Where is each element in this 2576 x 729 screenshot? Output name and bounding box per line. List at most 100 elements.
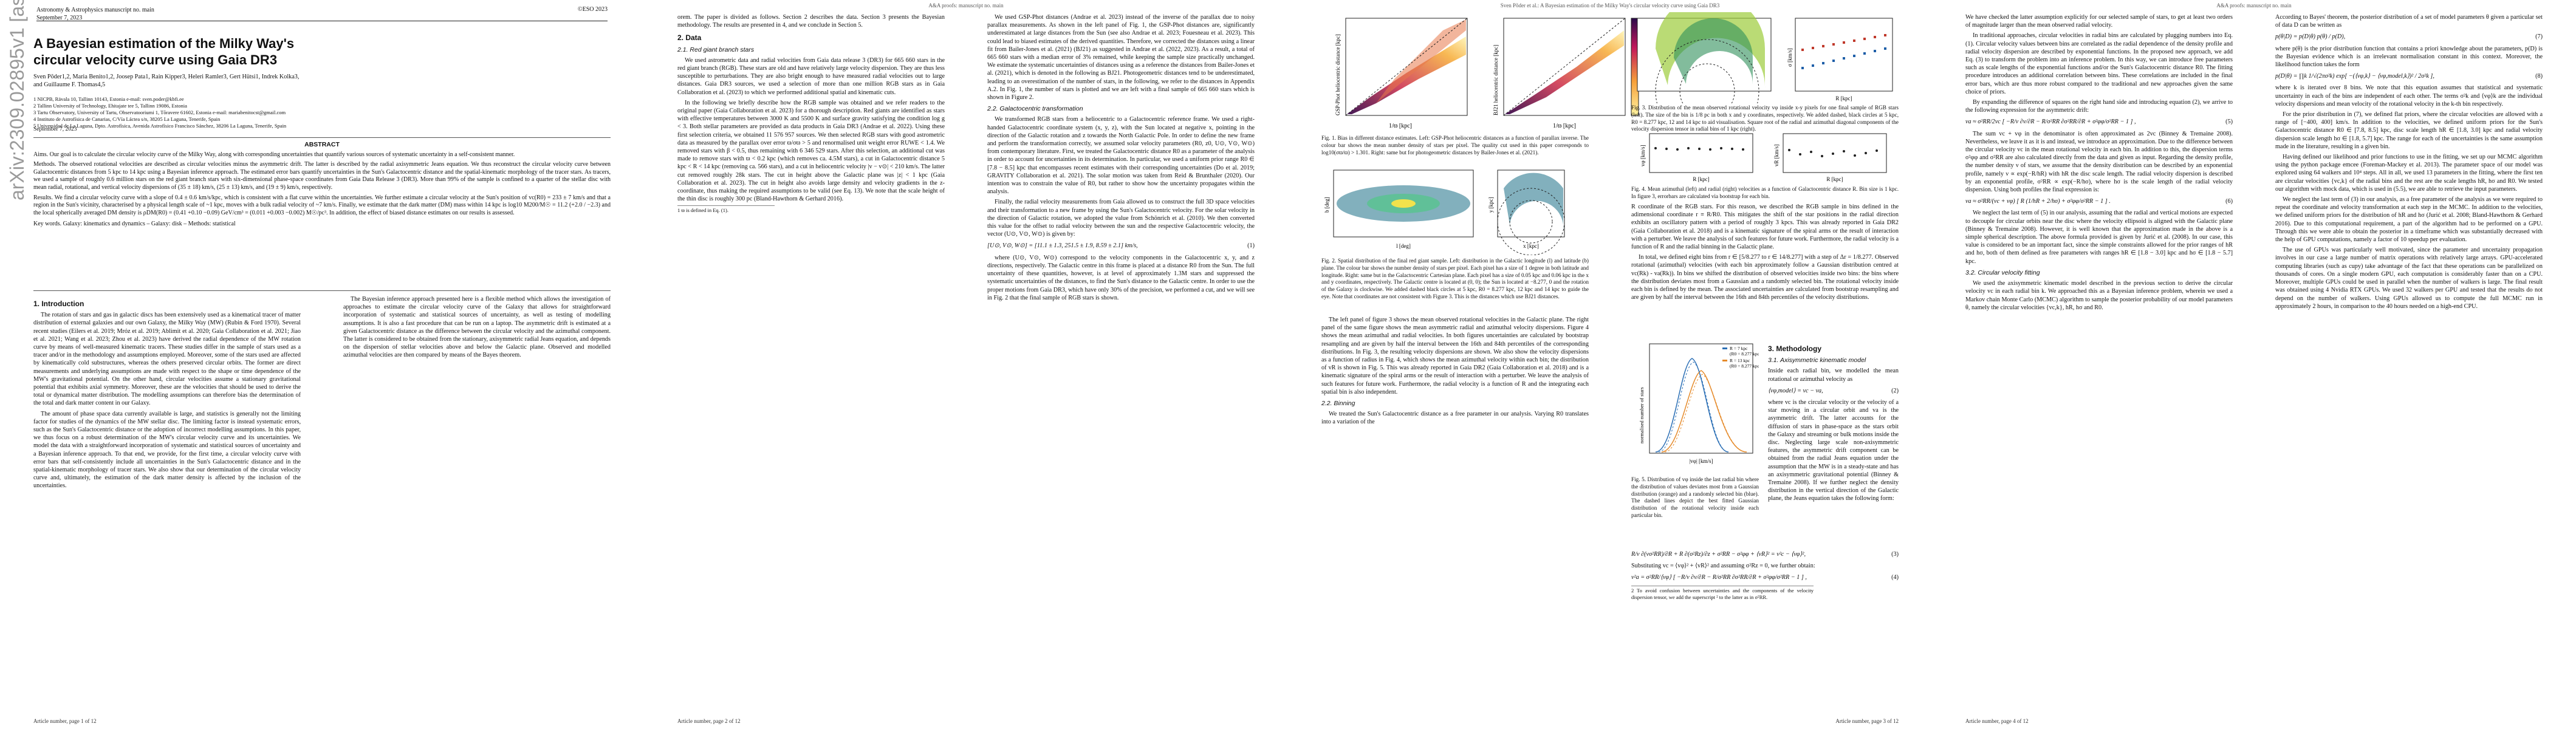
paragraph: We neglect the last term of (5) in our a…	[1965, 210, 2233, 265]
fig2-right-xlabel: x [kpc]	[1523, 243, 1539, 249]
affiliation: 1 NICPB, Rävala 10, Tallinn 10143, Eston…	[33, 96, 184, 102]
page2-right-column: We used GSP-Phot distances (Andrae et al…	[987, 13, 1255, 304]
fig5-legend: R = 7 kpc (R0 = 8.277 kpc) R = 13 kpc (R…	[1722, 346, 1761, 369]
equation-7: p(θ|D) = p(D|θ) p(θ) / p(D), (7)	[2275, 33, 2543, 41]
figure-3-plots: R [kpc] σ [km/s]	[1637, 0, 1893, 143]
fig3-left-density	[1656, 0, 1766, 88]
equation-6-body: va ≈ σ²RR/(vc + vφ) [ R (1/hR + 2/hσ) + …	[1965, 198, 2111, 205]
fig4-marker	[1676, 148, 1679, 151]
fig3-marker	[1863, 38, 1866, 40]
page-3: Sven Põder et al.: A Bayesian estimation…	[1288, 0, 1932, 729]
fig4-left-xlabel: R [kpc]	[1693, 176, 1709, 182]
fig3-marker	[1822, 62, 1824, 64]
affiliation: 3 Tartu Observatory, University of Tartu…	[33, 109, 286, 115]
fig1-left-xlabel: 1/ϖ [kpc]	[1389, 123, 1412, 129]
fig2-right-ylabel: y [kpc]	[1488, 197, 1494, 213]
affiliation: 4 Instituto de Astrofísica de Canarias, …	[33, 116, 221, 122]
equation-6: va ≈ σ²RR/(vc + vφ) [ R (1/hR + 2/hσ) + …	[1965, 197, 2233, 205]
fig4-marker	[1665, 148, 1668, 150]
keywords: Key words. Galaxy: kinematics and dynami…	[33, 221, 236, 228]
equation-8: p(D|θ) = ∏k 1/√(2πσ²k) exp[ −(⟨vφ,k⟩ − ⟨…	[2275, 72, 2543, 80]
equation-5-number: (5)	[2225, 118, 2233, 126]
figure-2: l [deg] x [kpc] b [deg] y [kpc]	[1321, 164, 1589, 256]
fig1-right-ylabel: BJ21 heliocentric distance [kpc]	[1493, 45, 1499, 115]
arxiv-stamp: arXiv:2309.02895v1 [astro-ph.GA] 6 Sep 2…	[6, 0, 28, 200]
equation-7-body: p(θ|D) = p(D|θ) p(θ) / p(D),	[2275, 33, 2346, 41]
fig4-marker	[1799, 153, 1801, 156]
section-heading-data: 2. Data	[677, 33, 702, 43]
fig1-left-density-upper	[1376, 19, 1466, 103]
fig5-axes	[1649, 343, 1753, 454]
equation-4-number: (4)	[1891, 574, 1899, 581]
equation-1-body: [U⊙, V⊙, W⊙] = [11.1 ± 1.3, 251.5 ± 1.9,…	[987, 242, 1138, 250]
paragraph: where p(θ) is the prior distribution fun…	[2275, 45, 2543, 69]
abstract-methods: Methods. The observed rotational velocit…	[33, 161, 611, 191]
legend-entry: (R0 = 8.277 kpc)	[1730, 363, 1759, 369]
fig3-left-circle	[1679, 63, 1735, 119]
fig4-marker	[1788, 149, 1790, 151]
figure-3: R [kpc] σ [km/s]	[1631, 0, 1899, 143]
page-4: A&A proofs: manuscript no. main We have …	[1932, 0, 2576, 729]
equation-8-number: (8)	[2535, 73, 2543, 80]
author-list: Sven Põder1,2, Maria Benito1,2, Joosep P…	[33, 74, 300, 89]
paragraph: The sum vc + vφ in the denominator is of…	[1965, 130, 2233, 194]
intro-left-column: 1. Introduction The rotation of stars an…	[33, 295, 301, 493]
legend-entry: (R0 = 8.277 kpc)	[1730, 351, 1759, 357]
fig4-left-ylabel: vφ [km/s]	[1640, 145, 1646, 166]
fig5-orange-fit	[1664, 374, 1747, 453]
fig1-left-ylabel: GSP-Phot heliocentric distance [kpc]	[1335, 34, 1341, 115]
fig5-blue-histogram	[1655, 358, 1729, 453]
figure-4: R [kpc] R [kpc] vφ [km/s] vR [km/s]	[1631, 130, 1899, 185]
equation-4: v²a = σ²RR/⟨vφ⟩ [ −R/ν ∂ν/∂R − R/σ²RR ∂σ…	[1631, 573, 1899, 581]
paragraph: In traditional approaches, circular velo…	[1965, 32, 2233, 95]
legend-entry: R = 7 kpc	[1730, 346, 1748, 351]
fig4-marker	[1731, 148, 1733, 150]
abstract: ABSTRACT Aims. Our goal is to calculate …	[33, 141, 611, 231]
fig3-marker	[1884, 34, 1886, 36]
journal-name: Astronomy & Astrophysics manuscript no. …	[36, 7, 154, 13]
page3-left-column: The left panel of figure 3 shows the mea…	[1321, 316, 1589, 429]
fig4-marker	[1821, 155, 1823, 157]
abstract-results: Results. We find a circular velocity cur…	[33, 194, 611, 216]
abstract-heading: ABSTRACT	[304, 141, 340, 148]
fig3-right-xlabel: R [kpc]	[1835, 95, 1852, 101]
equation-4-body: v²a = σ²RR/⟨vφ⟩ [ −R/ν ∂ν/∂R − R/σ²RR ∂σ…	[1631, 574, 1807, 581]
equation-2-body: ⟨vφ,model⟩ = vc − va,	[1768, 387, 1823, 394]
figure-1-caption: Fig. 1. Bias in different distance estim…	[1321, 135, 1589, 156]
paragraph: The left panel of figure 3 shows the mea…	[1321, 317, 1589, 395]
paragraph: The rotation of stars and gas in galacti…	[33, 312, 301, 407]
fig2-left-ylabel: b [deg]	[1324, 197, 1330, 213]
paragraph: The Bayesian inference approach presente…	[343, 296, 611, 359]
intro-right-column: The Bayesian inference approach presente…	[343, 295, 611, 362]
abstract-bottom-rule	[33, 290, 611, 291]
fig3-marker	[1863, 52, 1866, 55]
equation-1: [U⊙, V⊙, W⊙] = [11.1 ± 1.3, 251.5 ± 1.9,…	[987, 242, 1255, 250]
paragraph: where k is iterated over 8 bins. We note…	[2275, 84, 2543, 108]
fig4-marker	[1854, 154, 1856, 157]
paragraph: We used GSP-Phot distances (Andrae et al…	[987, 14, 1255, 101]
fig3-marker	[1822, 45, 1824, 47]
fig4-marker	[1654, 147, 1657, 149]
paragraph: By expanding the difference of squares o…	[1965, 99, 2233, 114]
page4-left-column: We have checked the latter assumption ex…	[1965, 13, 2233, 314]
paragraph: We neglect the last term of (3) in our a…	[2275, 196, 2543, 244]
fig4-marker	[1843, 150, 1845, 152]
fig2-left-peak	[1391, 199, 1416, 208]
footnote: 1 ϖ is defined in Eq. (1).	[677, 205, 775, 214]
equation-8-body: p(D|θ) = ∏k 1/√(2πσ²k) exp[ −(⟨vφ,k⟩ − ⟨…	[2275, 73, 2434, 80]
fig4-marker	[1720, 147, 1722, 149]
legend-swatch-blue	[1722, 347, 1727, 349]
paragraph: We have checked the latter assumption ex…	[1965, 14, 2233, 29]
fig1-left-one-to-one	[1345, 18, 1468, 116]
paragraph: orem. The paper is divided as follows. S…	[677, 14, 945, 29]
paragraph: Finally, the radial velocity measurement…	[987, 199, 1255, 238]
page2-left-column: orem. The paper is divided as follows. S…	[677, 13, 945, 214]
figure-2-plots: l [deg] x [kpc] b [deg] y [kpc]	[1324, 169, 1565, 256]
section-heading-introduction: 1. Introduction	[33, 299, 84, 308]
page-footer: Article number, page 2 of 12	[677, 718, 741, 724]
page3-equations: R/ν ∂(νσ²RR)/∂R + R ∂(σ²Rz)/∂z + σ²RR − …	[1631, 547, 1899, 601]
subsection-heading-binning: 2.2. Binning	[1321, 400, 1355, 408]
fig3-marker	[1884, 47, 1886, 50]
paper-title: A Bayesian estimation of the Milky Way's…	[33, 36, 295, 67]
paragraph: According to Bayes' theorem, the posteri…	[2275, 14, 2543, 29]
